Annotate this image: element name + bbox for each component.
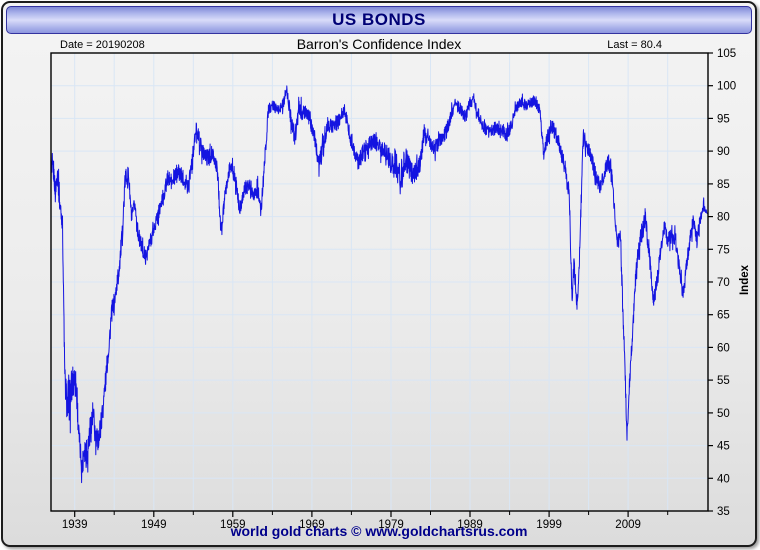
x-tick-label: 1939 [62, 519, 88, 531]
x-axis: 1939 1949 1959 1969 1979 1989 1999 2009 [62, 511, 669, 531]
y-tick-label: 55 [717, 375, 730, 387]
y-tick-label: 100 [717, 81, 736, 93]
x-tick-label: 1969 [299, 519, 325, 531]
x-tick-label: 2009 [615, 519, 641, 531]
x-tick-label: 1949 [141, 519, 167, 531]
x-tick-label: 1989 [457, 519, 483, 531]
y-tick-label: 75 [717, 244, 730, 256]
y-tick-label: 80 [717, 212, 730, 224]
y-tick-label: 105 [717, 48, 736, 60]
date-label: Date = 20190208 [60, 39, 145, 51]
y-tick-label: 60 [717, 342, 730, 354]
confidence-index-chart: 35 40 45 50 55 60 65 70 75 80 85 90 95 100 105 1939 194… [50, 48, 751, 531]
series-line [50, 85, 709, 484]
last-value-label: Last = 80.4 [607, 39, 662, 51]
title-bar: US BONDS [6, 6, 752, 34]
index-axis-label: Index [739, 264, 751, 295]
y-axis: 35 40 45 50 55 60 65 70 75 80 85 90 95 100 105 [708, 48, 736, 518]
x-tick-label: 1999 [536, 519, 562, 531]
y-tick-label: 65 [717, 310, 730, 322]
x-tick-label: 1979 [378, 519, 404, 531]
x-tick-label: 1959 [220, 519, 246, 531]
y-tick-label: 85 [717, 179, 730, 191]
gridlines [51, 53, 708, 511]
y-tick-label: 90 [717, 146, 730, 158]
y-tick-label: 45 [717, 441, 730, 453]
y-tick-label: 40 [717, 473, 730, 485]
y-tick-label: 50 [717, 408, 730, 420]
window-title: US BONDS [332, 10, 426, 29]
y-tick-label: 95 [717, 113, 730, 125]
series-group [50, 85, 709, 484]
y-tick-label: 70 [717, 277, 730, 289]
y-tick-label: 35 [717, 506, 730, 518]
chart-title: Barron's Confidence Index [296, 36, 462, 52]
footer-credit[interactable]: world gold charts © www.goldchartsrus.co… [230, 523, 528, 539]
